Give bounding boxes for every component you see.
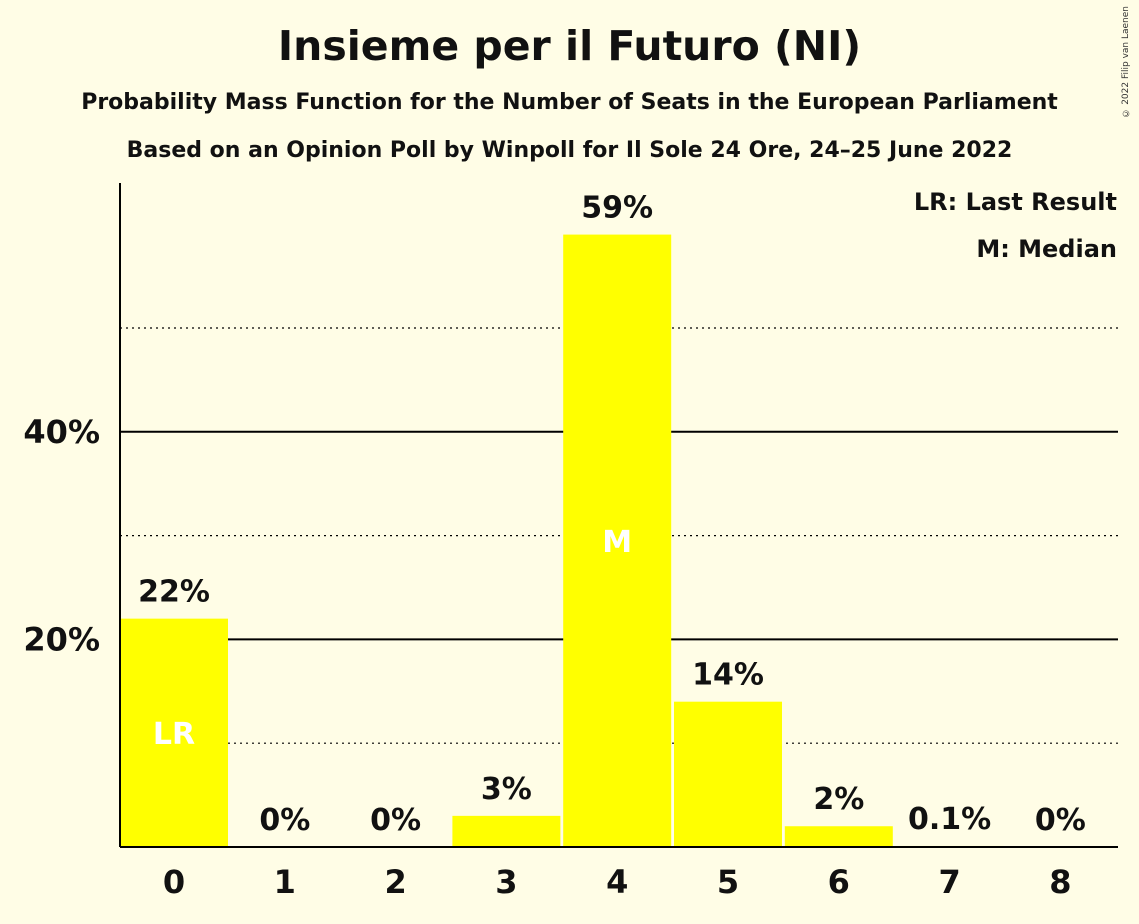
data-label: 0% — [1035, 803, 1086, 838]
bars — [120, 234, 1004, 847]
x-tick-label: 3 — [495, 863, 517, 901]
x-tick-label: 4 — [606, 863, 628, 901]
data-label: 0% — [370, 803, 421, 838]
data-label: 22% — [138, 575, 210, 610]
legend-median: M: Median — [976, 235, 1117, 263]
bar — [120, 618, 228, 847]
y-tick-label: 20% — [23, 620, 100, 658]
data-label: 14% — [692, 658, 764, 693]
x-tick-label: 7 — [938, 863, 960, 901]
data-label: 2% — [813, 782, 864, 817]
x-tick-label: 1 — [274, 863, 296, 901]
bar — [784, 826, 893, 847]
data-label: 3% — [481, 772, 532, 807]
data-label: 59% — [581, 191, 653, 226]
axes — [119, 183, 1118, 848]
legend-last-result: LR: Last Result — [914, 188, 1117, 216]
chart-source-subtitle: Based on an Opinion Poll by Winpoll for … — [126, 138, 1013, 163]
x-tick-label: 5 — [717, 863, 739, 901]
data-label: 0% — [259, 803, 310, 838]
chart-title: Insieme per il Futuro (NI) — [277, 22, 862, 70]
x-tick-label: 6 — [828, 863, 850, 901]
x-tick-label: 0 — [163, 863, 185, 901]
labels: 20% 40% 22% LR 0 0% 1 0% 2 3% 3 59% M 4 14% 5 2% 6 0.1% 7 0%… — [23, 191, 1085, 901]
bar — [452, 815, 561, 847]
data-label: 0.1% — [908, 802, 991, 837]
bar — [563, 234, 672, 847]
chart-subtitle: Probability Mass Function for the Number… — [81, 90, 1058, 115]
bar-marker-label: M — [602, 525, 632, 560]
y-tick-label: 40% — [23, 413, 100, 451]
x-tick-label: 2 — [384, 863, 406, 901]
bar — [674, 701, 782, 847]
bar-marker-label: LR — [153, 717, 195, 752]
x-tick-label: 8 — [1049, 863, 1071, 901]
